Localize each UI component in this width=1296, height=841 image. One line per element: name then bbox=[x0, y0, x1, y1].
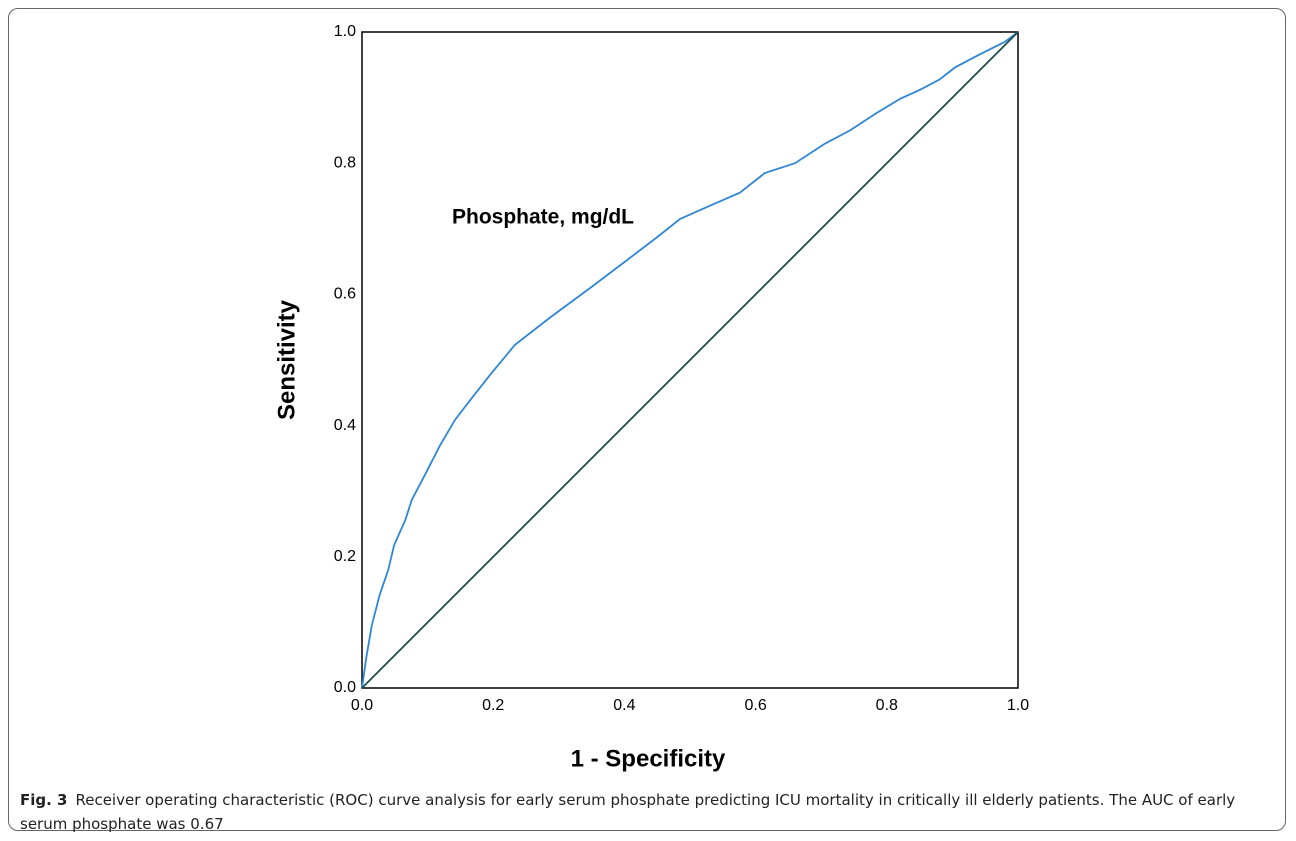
caption: Fig. 3 Receiver operating characteristic … bbox=[20, 788, 1282, 836]
roc-line bbox=[361, 31, 1019, 689]
x-tick-label: 0.4 bbox=[613, 697, 635, 714]
x-axis-title: 1 - Specificity bbox=[571, 745, 726, 772]
y-tick-label: 0.2 bbox=[334, 548, 356, 565]
x-tick-label: 1.0 bbox=[1007, 697, 1029, 714]
plot-frame bbox=[361, 31, 1019, 689]
y-tick-label: 1.0 bbox=[334, 23, 356, 40]
x-tick-label: 0.2 bbox=[482, 697, 504, 714]
y-tick-label: 0.0 bbox=[334, 679, 356, 696]
x-tick-label: 0.8 bbox=[876, 697, 898, 714]
y-tick-label: 0.8 bbox=[334, 154, 356, 171]
figure-frame bbox=[8, 8, 1286, 831]
curve-label: Phosphate, mg/dL bbox=[452, 206, 634, 229]
y-tick-label: 0.4 bbox=[334, 417, 356, 434]
caption-text: Receiver operating characteristic (ROC) … bbox=[20, 791, 1236, 833]
y-tick-label: 0.6 bbox=[334, 286, 356, 303]
y-axis-title: Sensitivity bbox=[273, 299, 300, 420]
roc-line bbox=[361, 31, 1019, 689]
x-tick-label: 0.6 bbox=[744, 697, 766, 714]
caption-label: Fig. 3 bbox=[20, 791, 68, 809]
x-tick-label: 0.0 bbox=[351, 697, 373, 714]
